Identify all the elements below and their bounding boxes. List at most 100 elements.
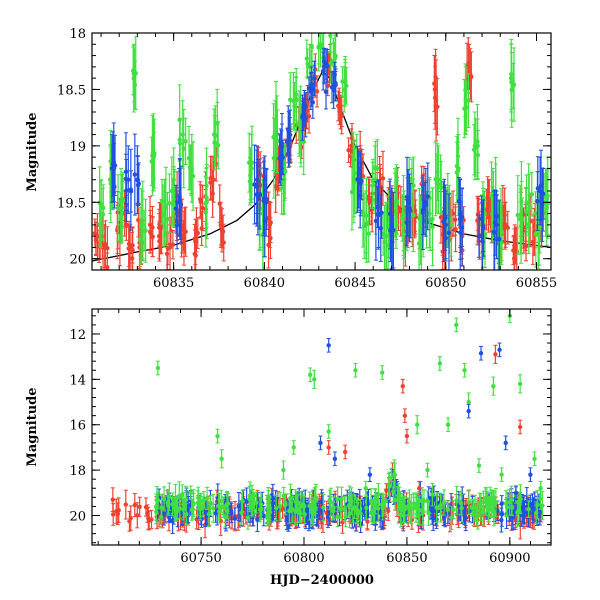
data-point-green bbox=[511, 47, 517, 122]
data-point-green-baseline bbox=[425, 490, 430, 512]
data-point-green bbox=[181, 108, 186, 189]
data-point-red bbox=[130, 226, 135, 270]
data-point-blue bbox=[425, 162, 430, 231]
data-point-red bbox=[432, 54, 437, 113]
data-point-red bbox=[502, 201, 508, 250]
data-point-green bbox=[115, 174, 121, 242]
bottom-panel-ticks: 60750 60800 60850 60900 12 14 16 18 20 bbox=[69, 309, 552, 566]
data-point-green-baseline bbox=[254, 491, 259, 514]
data-point-blue-baseline bbox=[229, 503, 234, 524]
y-tick-label: 19.5 bbox=[57, 196, 86, 211]
data-point-green bbox=[538, 480, 543, 496]
data-point-green bbox=[437, 356, 443, 371]
data-point-green bbox=[353, 362, 358, 378]
data-point-green-baseline bbox=[277, 491, 283, 521]
data-point-red bbox=[150, 216, 155, 258]
data-point-red bbox=[326, 440, 331, 455]
top-panel: 60835 60840 60845 60850 608551818.51919.520 … bbox=[25, 27, 557, 291]
data-point-red bbox=[512, 228, 517, 263]
data-point-green-baseline bbox=[310, 500, 315, 525]
data-point-green-baseline bbox=[364, 496, 369, 520]
data-point-red bbox=[342, 444, 348, 460]
y-tick-label: 18.5 bbox=[57, 83, 86, 98]
data-point-green bbox=[491, 376, 496, 396]
data-point-green-baseline bbox=[445, 500, 450, 519]
data-point-green bbox=[212, 115, 217, 171]
data-point-green-baseline bbox=[509, 498, 515, 517]
data-point-green bbox=[246, 132, 252, 193]
data-point-green-baseline bbox=[413, 493, 419, 523]
data-point-green bbox=[411, 156, 416, 215]
data-point-red bbox=[183, 206, 188, 257]
data-point-green-baseline bbox=[438, 495, 443, 516]
data-point-green bbox=[438, 160, 444, 215]
data-point-blue-baseline bbox=[236, 491, 242, 521]
y-tick-label: 16 bbox=[69, 419, 86, 434]
data-point-green bbox=[489, 161, 494, 231]
data-point-green-baseline bbox=[402, 495, 408, 524]
data-point-green bbox=[167, 173, 172, 233]
data-point-green-baseline bbox=[379, 492, 385, 517]
data-point-green-baseline bbox=[368, 488, 374, 515]
data-point-green-baseline bbox=[196, 486, 201, 510]
data-point-blue bbox=[326, 338, 331, 353]
top-panel-ticks: 60835 60840 60845 60850 60855 18 18.5 19 19.5 20 bbox=[57, 27, 557, 291]
data-point-green bbox=[340, 66, 345, 97]
x-tick-label: 60855 bbox=[516, 276, 557, 291]
data-point-green bbox=[415, 415, 420, 435]
data-point-green bbox=[416, 214, 422, 270]
data-point-blue bbox=[128, 148, 134, 231]
data-point-blue bbox=[303, 98, 308, 138]
data-point-green-baseline bbox=[245, 505, 251, 530]
data-point-green bbox=[515, 175, 520, 255]
data-point-green bbox=[291, 440, 296, 455]
data-point-green-baseline bbox=[486, 498, 491, 523]
data-point-blue bbox=[503, 435, 508, 451]
data-point-green bbox=[438, 154, 443, 214]
data-point-blue bbox=[378, 194, 383, 262]
data-point-blue bbox=[355, 145, 360, 213]
data-point-red bbox=[194, 207, 199, 253]
data-point-red-baseline bbox=[123, 489, 129, 520]
y-tick-label: 20 bbox=[69, 253, 86, 268]
data-point-blue bbox=[459, 188, 465, 267]
x-tick-label: 60845 bbox=[334, 276, 375, 291]
data-point-green bbox=[509, 52, 514, 128]
data-point-green bbox=[190, 141, 196, 211]
bottom-panel-x-axis-label: HJD−2400000 bbox=[270, 573, 374, 588]
data-point-green bbox=[283, 143, 288, 199]
data-point-red bbox=[93, 221, 99, 257]
data-point-blue-baseline bbox=[284, 503, 290, 531]
data-point-green bbox=[100, 187, 106, 241]
data-point-green bbox=[188, 485, 193, 501]
data-point-green bbox=[132, 48, 137, 97]
data-point-green bbox=[159, 179, 165, 225]
data-point-blue bbox=[252, 144, 257, 225]
data-point-blue bbox=[391, 191, 396, 269]
data-point-green-baseline bbox=[211, 493, 216, 523]
y-tick-label: 19 bbox=[69, 140, 86, 155]
data-point-green-baseline bbox=[266, 490, 271, 514]
data-point-blue bbox=[312, 60, 317, 97]
data-point-blue bbox=[173, 184, 179, 233]
data-point-red bbox=[217, 184, 222, 223]
data-point-green-baseline bbox=[526, 500, 531, 519]
data-point-blue bbox=[277, 133, 282, 184]
data-point-green bbox=[326, 424, 331, 439]
data-point-green bbox=[462, 362, 467, 378]
bottom-panel-frame bbox=[91, 308, 552, 546]
data-point-green-baseline bbox=[503, 490, 509, 517]
data-point-red-baseline bbox=[135, 502, 140, 529]
data-point-green bbox=[307, 367, 313, 383]
data-point-green-baseline bbox=[409, 494, 414, 525]
data-point-red bbox=[192, 223, 197, 254]
data-point-green-baseline bbox=[392, 459, 397, 489]
data-point-blue bbox=[257, 158, 263, 230]
data-point-blue bbox=[478, 345, 484, 361]
data-point-green-baseline bbox=[201, 491, 207, 509]
data-point-red-baseline bbox=[149, 509, 154, 530]
data-point-red bbox=[126, 220, 132, 267]
data-point-green bbox=[380, 365, 385, 380]
data-point-green bbox=[400, 194, 405, 242]
